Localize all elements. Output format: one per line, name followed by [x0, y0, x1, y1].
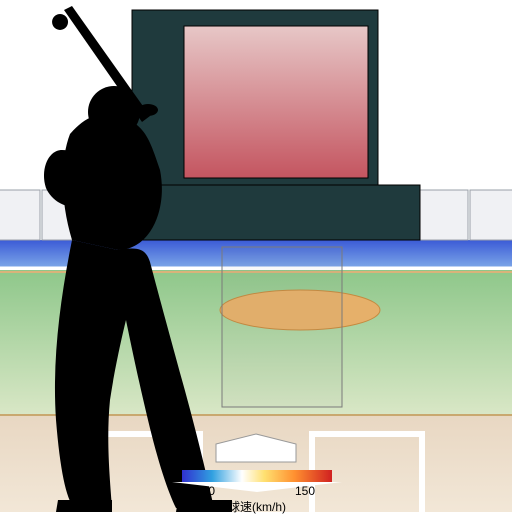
scoreboard-screen — [184, 26, 368, 178]
strike-zone — [222, 247, 342, 407]
legend-label: 球速(km/h) — [228, 498, 286, 515]
legend-tick-100: 100 — [195, 484, 215, 498]
pitch-chart — [0, 0, 512, 512]
legend-tick-150: 150 — [295, 484, 315, 498]
